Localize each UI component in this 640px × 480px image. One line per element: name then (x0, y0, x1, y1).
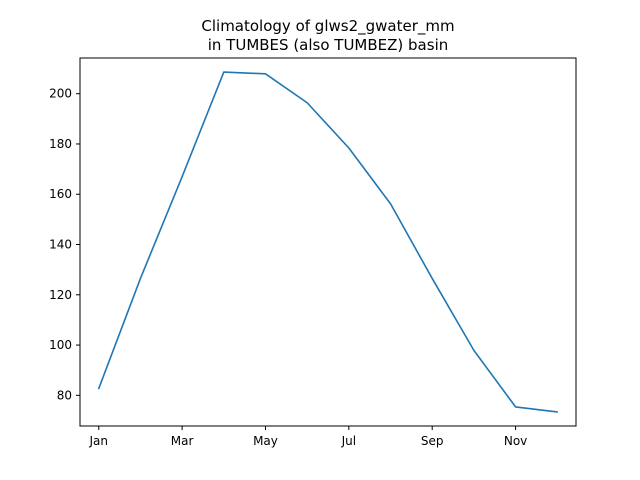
x-tick-label: Nov (504, 434, 527, 448)
x-tick-label: Mar (171, 434, 194, 448)
y-tick-label: 120 (49, 288, 72, 302)
x-tick-label: Jan (89, 434, 109, 448)
y-tick-label: 200 (49, 87, 72, 101)
chart-title-line1: Climatology of glws2_gwater_mm (201, 17, 454, 36)
x-tick-label: May (253, 434, 278, 448)
y-axis: 80 100 120 140 160 180 200 (49, 87, 80, 402)
x-axis: Jan Mar May Jul Sep Nov (89, 426, 527, 448)
y-tick-label: 80 (57, 388, 72, 402)
plot-area (97, 71, 559, 413)
y-tick-label: 140 (49, 238, 72, 252)
x-tick-label: Jul (341, 434, 356, 448)
y-tick-label: 160 (49, 187, 72, 201)
axes-frame (79, 57, 577, 427)
x-tick-label: Sep (421, 434, 444, 448)
series-line-0 (97, 71, 559, 413)
y-tick-label: 180 (49, 137, 72, 151)
chart-title-line2: in TUMBES (also TUMBEZ) basin (208, 36, 449, 54)
y-tick-label: 100 (49, 338, 72, 352)
